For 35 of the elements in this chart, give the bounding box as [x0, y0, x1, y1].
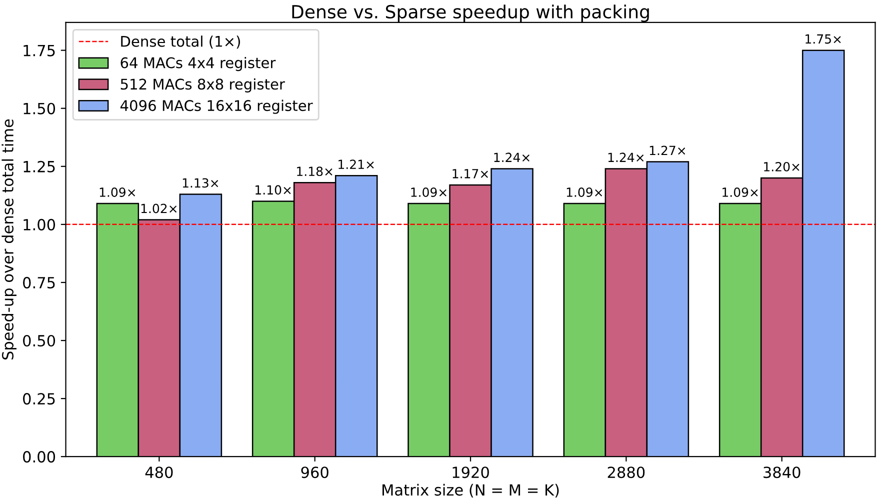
y-tick-label: 1.00: [24, 218, 56, 230]
y-axis-title: Speed-up over dense total time: [2, 119, 16, 360]
legend-label: 4096 MACs 16x16 register: [120, 100, 313, 114]
data-label: 1.09×: [411, 187, 446, 197]
y-tick-label: 0.25: [23, 393, 55, 405]
y-tick-label: 0.00: [23, 451, 56, 463]
x-tick-label: 1920: [452, 466, 489, 478]
x-axis-title: Matrix size (N = M = K): [382, 484, 559, 498]
data-label: 1.27×: [650, 146, 686, 155]
data-label: 1.02×: [141, 204, 177, 214]
data-label: 1.10×: [256, 185, 291, 195]
x-tick-label: 3840: [764, 466, 800, 478]
x-tick-label: 2880: [608, 466, 645, 478]
y-tick-label: 1.50: [24, 102, 56, 114]
y-tick-label: 0.75: [23, 276, 55, 288]
data-label: 1.17×: [452, 169, 488, 178]
data-label: 1.21×: [338, 160, 374, 169]
data-label: 1.24×: [608, 152, 644, 162]
data-label: 1.09×: [100, 187, 136, 197]
data-label: 1.09×: [566, 187, 602, 197]
data-label: 1.75×: [806, 34, 841, 44]
y-tick-label: 0.50: [23, 334, 56, 347]
legend-label: 512 MACs 8x8 register: [120, 78, 285, 93]
data-label: 1.20×: [764, 162, 800, 172]
data-label: 1.13×: [182, 178, 218, 188]
x-tick-label: 480: [145, 466, 173, 478]
x-tick-label: 960: [301, 466, 328, 478]
y-tick-label: 1.75: [24, 44, 55, 56]
legend-label: 64 MACs 4x4 register: [120, 56, 276, 72]
y-tick-label: 1.25: [24, 160, 55, 172]
data-label: 1.18×: [297, 166, 332, 176]
legend-label: Dense total (1×): [121, 36, 240, 49]
data-label: 1.09×: [722, 187, 758, 197]
data-label: 1.24×: [494, 152, 530, 162]
chart-title: Dense vs. Sparse speedup with packing: [292, 4, 649, 22]
